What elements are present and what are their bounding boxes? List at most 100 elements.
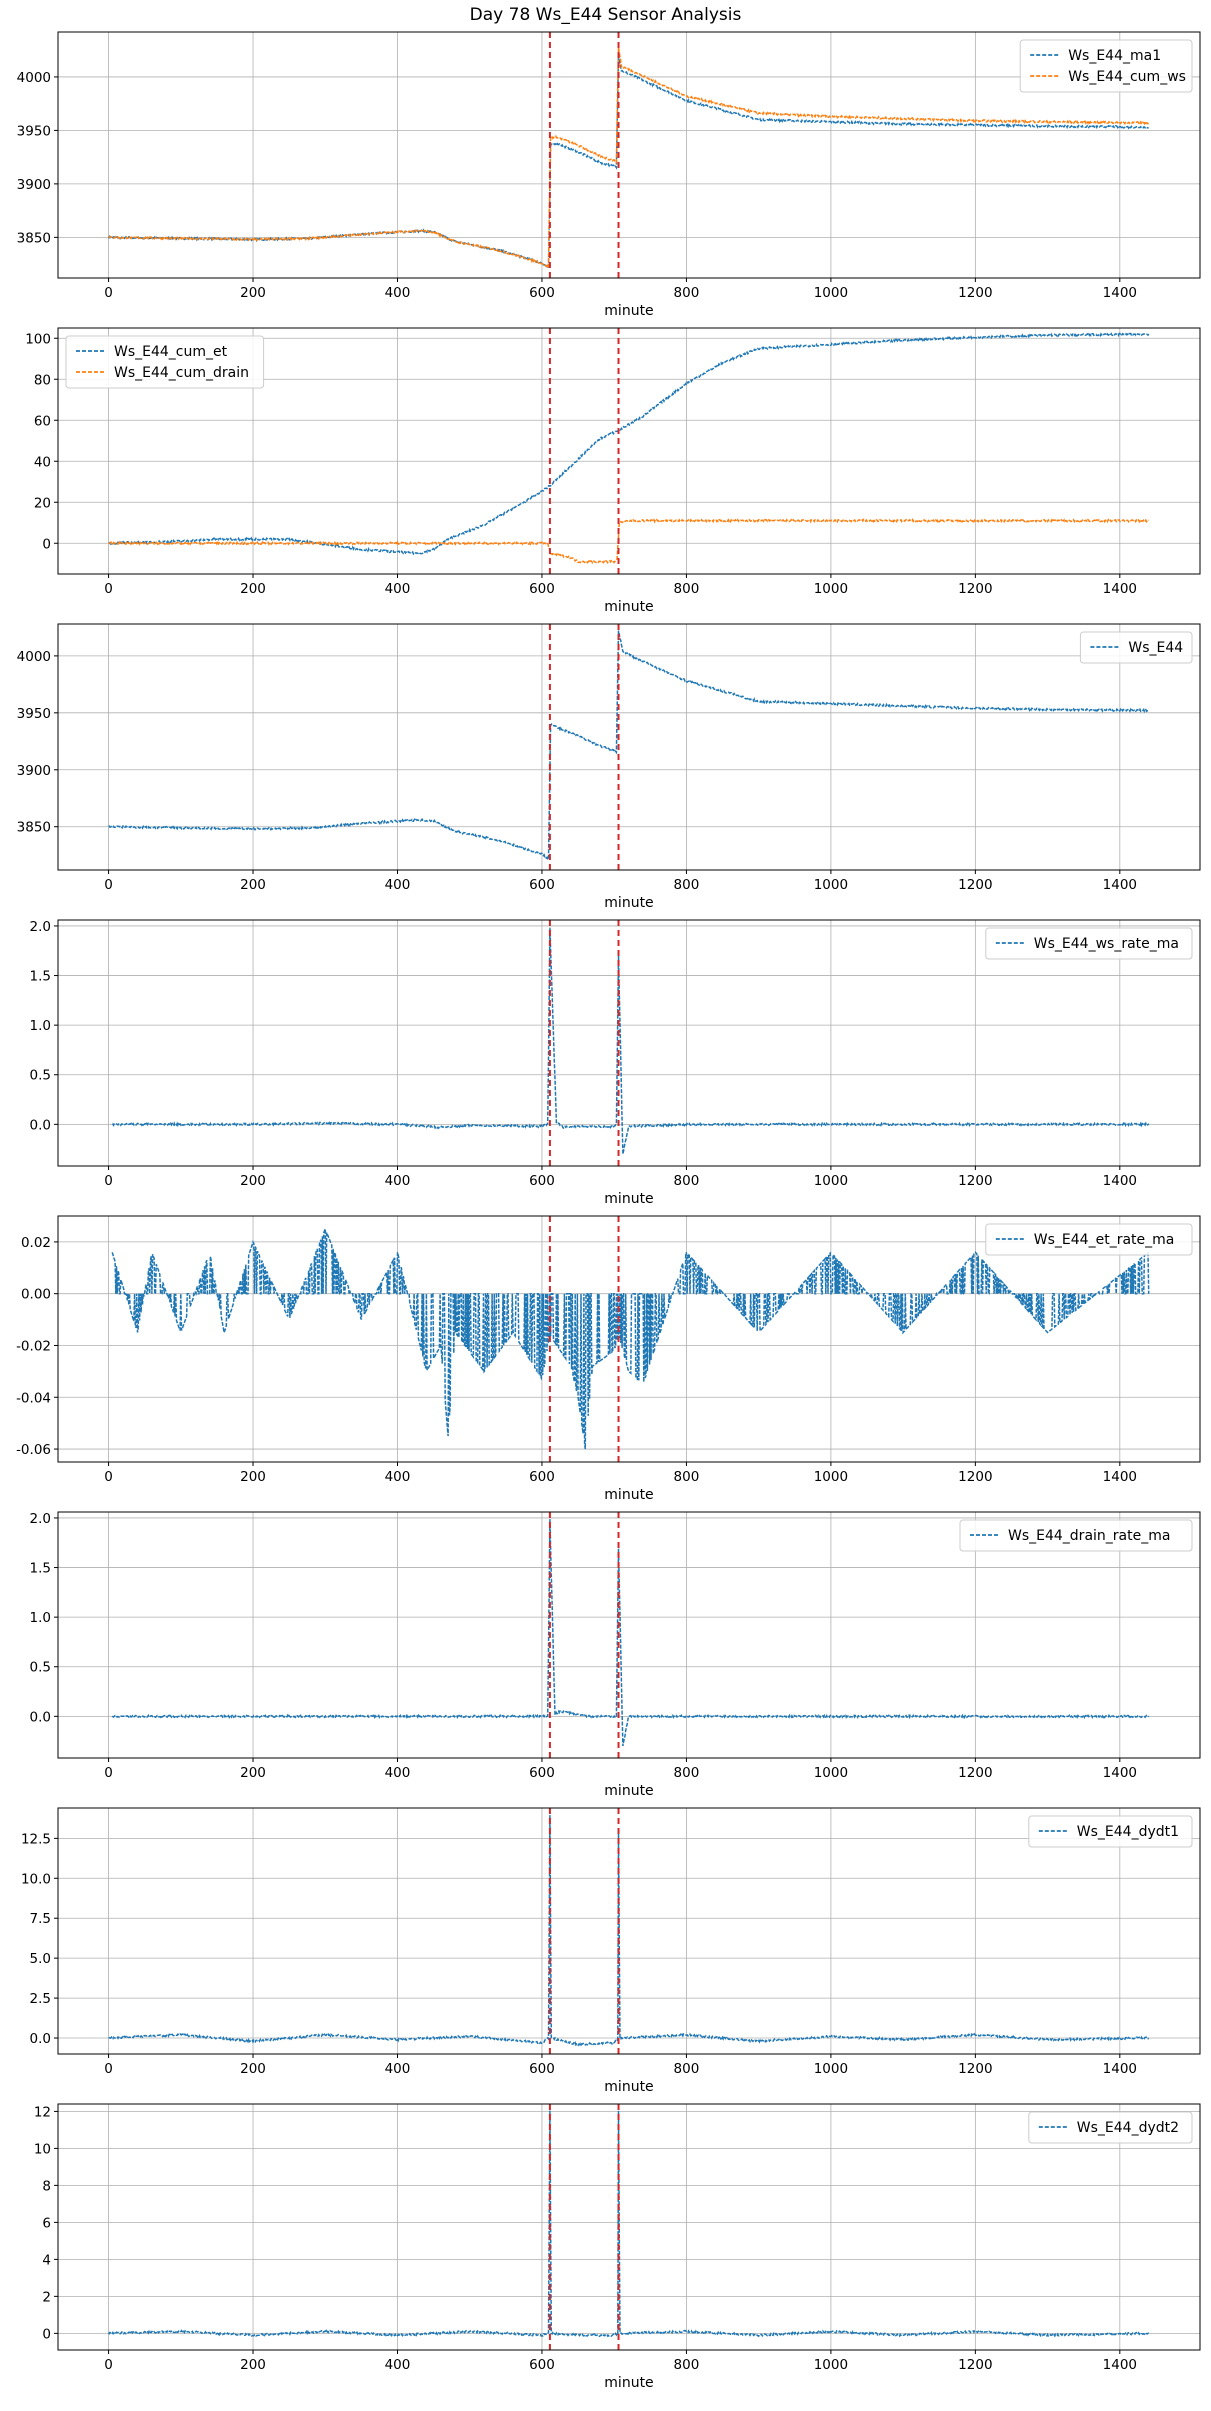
y-tick-label: 12.5: [21, 1831, 51, 1847]
x-tick-label: 0: [104, 877, 113, 893]
chart-panel-1: 0 200 400 600 800 1000 1200 1400 3850 3900 3950 400…: [17, 31, 1201, 319]
y-tick-label: 20: [34, 495, 51, 511]
y-tick-label: -0.04: [16, 1390, 51, 1406]
chart-panel-3: 0 200 400 600 800 1000 1200 1400 3850 3900 3950 400…: [17, 623, 1201, 911]
chart-panel-4: 0 200 400 600 800 1000 1200 1400 0.0 0.5 1.0 1.5 2.0…: [30, 919, 1201, 1207]
x-tick-label: 0: [104, 581, 113, 597]
legend-label: Ws_E44_drain_rate_ma: [1008, 1528, 1170, 1544]
series-line-Ws_E44_ma1: [107, 54, 1149, 268]
x-tick-label: 1200: [958, 1173, 992, 1189]
series-line-Ws_E44_cum_drain: [108, 517, 1149, 565]
y-tick-label: 1.5: [30, 969, 51, 985]
x-tick-label: 400: [385, 285, 411, 301]
y-tick-label: 2.0: [30, 919, 51, 935]
x-tick-label: 1400: [1103, 581, 1137, 597]
x-tick-label: 400: [385, 1765, 411, 1781]
legend-label: Ws_E44_cum_ws: [1068, 69, 1186, 85]
x-tick-label: 1200: [958, 1469, 992, 1485]
y-tick-label: 40: [34, 454, 51, 470]
y-tick-label: 8: [42, 2178, 51, 2194]
x-tick-label: 600: [529, 2357, 555, 2373]
y-tick-label: 2.5: [30, 1991, 51, 2007]
x-tick-label: 1400: [1103, 1765, 1137, 1781]
legend: Ws_E44: [1079, 631, 1193, 664]
x-tick-label: 800: [674, 877, 700, 893]
y-tick-label: 0.0: [30, 1117, 51, 1133]
legend: Ws_E44_ma1 Ws_E44_cum_ws: [1019, 39, 1193, 93]
x-tick-label: 1000: [814, 285, 848, 301]
x-tick-label: 1400: [1103, 2357, 1137, 2373]
legend: Ws_E44_et_rate_ma: [985, 1223, 1193, 1256]
x-tick-label: 1200: [958, 1765, 992, 1781]
x-tick-label: 600: [529, 1469, 555, 1485]
y-tick-label: 3850: [17, 820, 51, 836]
x-tick-label: 0: [104, 285, 113, 301]
x-tick-label: 1200: [958, 2061, 992, 2077]
x-tick-label: 400: [385, 2061, 411, 2077]
x-axis-label: minute: [604, 1783, 653, 1799]
y-tick-label: 0.0: [30, 2031, 51, 2047]
x-tick-label: 600: [529, 2061, 555, 2077]
y-tick-label: 100: [25, 331, 51, 347]
y-tick-label: 3850: [17, 230, 51, 246]
x-tick-label: 1200: [958, 285, 992, 301]
x-tick-label: 600: [529, 285, 555, 301]
legend: Ws_E44_dydt1: [1028, 1815, 1193, 1848]
y-tick-label: 3950: [17, 123, 51, 139]
x-tick-label: 800: [674, 581, 700, 597]
x-tick-label: 1000: [814, 581, 848, 597]
x-tick-label: 400: [385, 1469, 411, 1485]
legend-label: Ws_E44_et_rate_ma: [1034, 1232, 1175, 1248]
y-tick-label: 0.02: [21, 1235, 51, 1251]
y-tick-label: 0.5: [30, 1068, 51, 1084]
legend-label: Ws_E44_cum_et: [114, 344, 228, 360]
x-tick-label: 600: [529, 1173, 555, 1189]
series-line-Ws_E44_et_rate_ma: [111, 1228, 1150, 1450]
y-tick-label: 2: [42, 2289, 51, 2305]
chart-panel-8: 0 200 400 600 800 1000 1200 1400 0 2 4 6 8 10 12 minute…: [34, 2103, 1201, 2391]
legend-box: [1028, 1815, 1193, 1848]
axes-frame: [57, 1511, 1201, 1759]
y-tick-label: 0.5: [30, 1660, 51, 1676]
series-line-Ws_E44_drain_rate_ma: [111, 1519, 1150, 1747]
series-line-Ws_E44_cum_ws: [108, 47, 1149, 269]
legend-box: [1079, 631, 1193, 664]
x-tick-label: 800: [674, 1765, 700, 1781]
chart-panel-7: 0 200 400 600 800 1000 1200 1400 0.0 2.5 5.0 7.5 10.…: [21, 1807, 1201, 2095]
legend-label: Ws_E44_dydt1: [1077, 1824, 1179, 1840]
x-tick-label: 1400: [1103, 1469, 1137, 1485]
legend-label: Ws_E44_dydt2: [1077, 2120, 1179, 2136]
axes-frame: [57, 919, 1201, 1167]
series-line-Ws_E44_dydt1: [108, 1815, 1150, 2047]
series-line-Ws_E44_cum_et: [108, 331, 1150, 556]
legend-box: [65, 335, 265, 389]
x-tick-label: 200: [240, 2357, 266, 2373]
legend-box: [985, 927, 1193, 960]
x-tick-label: 1200: [958, 2357, 992, 2373]
x-axis-label: minute: [604, 2375, 653, 2391]
x-tick-label: 1400: [1103, 1173, 1137, 1189]
y-tick-label: 1.0: [30, 1018, 51, 1034]
chart-panel-5: 0 200 400 600 800 1000 1200 1400 -0.06 -0.04 -0.02…: [16, 1215, 1201, 1503]
x-tick-label: 200: [240, 2061, 266, 2077]
y-tick-label: 10.0: [21, 1871, 51, 1887]
y-tick-label: 10: [34, 2141, 51, 2157]
x-tick-label: 400: [385, 2357, 411, 2373]
axes-frame: [57, 2103, 1201, 2351]
x-tick-label: 600: [529, 877, 555, 893]
x-tick-label: 0: [104, 2061, 113, 2077]
y-tick-label: -0.02: [16, 1338, 51, 1354]
x-tick-label: 200: [240, 285, 266, 301]
axes-frame: [57, 623, 1201, 871]
legend: Ws_E44_dydt2: [1028, 2111, 1193, 2144]
axes-frame: [57, 1807, 1201, 2055]
figure-title: Day 78 Ws_E44 Sensor Analysis: [469, 5, 742, 25]
x-tick-label: 600: [529, 1765, 555, 1781]
y-tick-label: 0.0: [30, 1709, 51, 1725]
y-tick-label: 80: [34, 372, 51, 388]
x-tick-label: 400: [385, 877, 411, 893]
y-tick-label: 6: [42, 2215, 51, 2231]
y-tick-label: 3950: [17, 706, 51, 722]
x-tick-label: 200: [240, 1469, 266, 1485]
